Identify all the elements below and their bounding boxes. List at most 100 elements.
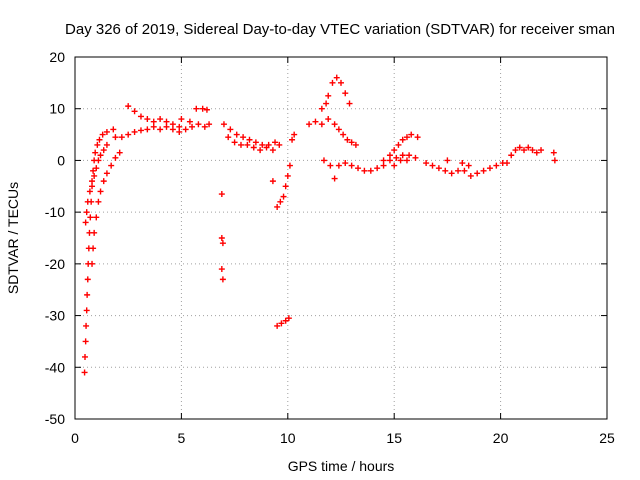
- data-point-marker: [533, 149, 540, 156]
- data-point-marker: [386, 157, 393, 164]
- data-point-marker: [257, 147, 264, 154]
- data-point-marker: [206, 121, 213, 128]
- data-point-marker: [331, 175, 338, 182]
- data-point-marker: [493, 162, 500, 169]
- data-point-marker: [176, 123, 183, 130]
- data-point-marker: [201, 123, 208, 130]
- data-point-marker: [112, 154, 119, 161]
- data-point-marker: [82, 219, 89, 226]
- data-point-marker: [137, 113, 144, 120]
- data-point-marker: [276, 141, 283, 148]
- data-point-marker: [282, 183, 289, 190]
- data-point-marker: [333, 74, 340, 81]
- x-tick-label: 20: [493, 430, 509, 446]
- data-point-marker: [361, 167, 368, 174]
- x-tick-label: 25: [599, 430, 615, 446]
- data-point-marker: [219, 240, 226, 247]
- data-point-marker: [486, 165, 493, 172]
- data-point-marker: [96, 136, 103, 143]
- data-point-marker: [327, 162, 334, 169]
- data-point-marker: [95, 198, 102, 205]
- data-point-marker: [340, 131, 347, 138]
- data-point-marker: [252, 139, 259, 146]
- data-point-marker: [84, 198, 91, 205]
- data-point-marker: [82, 338, 89, 345]
- data-point-marker: [218, 266, 225, 273]
- data-point-marker: [335, 126, 342, 133]
- data-point-marker: [203, 106, 210, 113]
- data-point-marker: [90, 245, 97, 252]
- data-point-marker: [274, 322, 281, 329]
- y-tick-label: -50: [45, 411, 65, 427]
- data-point-marker: [218, 235, 225, 241]
- data-point-marker: [144, 116, 151, 123]
- data-point-marker: [459, 160, 466, 167]
- data-point-marker: [189, 123, 196, 130]
- data-point-marker: [286, 162, 293, 169]
- data-point-marker: [84, 276, 91, 283]
- data-point-marker: [342, 90, 349, 97]
- data-point-marker: [429, 162, 436, 169]
- data-point-marker: [83, 322, 90, 329]
- data-point-marker: [397, 157, 404, 164]
- data-point-marker: [112, 134, 119, 141]
- data-point-marker: [278, 320, 285, 327]
- data-point-marker: [95, 157, 102, 164]
- data-point-marker: [176, 128, 183, 135]
- data-point-marker: [503, 160, 510, 167]
- data-point-marker: [93, 165, 100, 172]
- data-point-marker: [399, 152, 406, 159]
- data-point-marker: [550, 149, 557, 156]
- data-point-marker: [465, 162, 472, 169]
- x-tick-label: 10: [280, 430, 296, 446]
- y-tick-label: -10: [45, 204, 65, 220]
- data-point-marker: [100, 178, 107, 185]
- data-point-marker: [344, 136, 351, 143]
- data-point-marker: [391, 162, 398, 169]
- data-point-marker: [163, 118, 170, 125]
- data-point-marker: [97, 188, 104, 195]
- data-point-marker: [84, 291, 91, 298]
- data-point-marker: [199, 105, 206, 112]
- data-point-marker: [467, 172, 474, 179]
- data-point-marker: [89, 260, 96, 267]
- x-tick-labels: 0 5 10 15 20 25: [71, 430, 615, 446]
- data-point-marker: [269, 147, 276, 154]
- x-tick-label: 5: [178, 430, 186, 446]
- data-point-marker: [103, 170, 110, 177]
- chart-title: Day 326 of 2019, Sidereal Day-to-day VTE…: [65, 21, 615, 38]
- data-point-marker: [144, 126, 151, 133]
- data-point-marker: [93, 214, 100, 221]
- data-point-marker: [521, 147, 528, 154]
- data-point-marker: [348, 139, 355, 146]
- data-point-marker: [291, 131, 298, 138]
- data-point-marker: [246, 136, 253, 143]
- data-point-marker: [516, 144, 523, 151]
- x-tick-label: 0: [71, 430, 79, 446]
- data-point-marker: [91, 172, 98, 179]
- data-point-marker: [444, 157, 451, 164]
- data-point-marker: [346, 100, 353, 107]
- data-point-marker: [169, 121, 176, 128]
- data-point-marker: [280, 193, 287, 200]
- data-point-marker: [233, 131, 240, 138]
- data-point-marker: [403, 157, 410, 164]
- data-point-marker: [306, 121, 313, 128]
- data-point-marker: [474, 170, 481, 177]
- data-point-marker: [125, 131, 132, 138]
- data-point-marker: [338, 79, 344, 86]
- data-point-marker: [289, 136, 296, 143]
- data-point-marker: [386, 152, 393, 159]
- data-point-marker: [282, 317, 289, 324]
- data-point-marker: [82, 353, 89, 360]
- data-point-marker: [263, 144, 270, 151]
- data-point-marker: [186, 118, 193, 125]
- data-point-marker: [231, 139, 238, 146]
- data-point-marker: [318, 121, 325, 128]
- data-point-marker: [195, 121, 202, 128]
- data-point-marker: [325, 116, 332, 123]
- data-point-marker: [131, 108, 138, 115]
- data-point-marker: [320, 157, 327, 164]
- data-point-marker: [393, 154, 400, 161]
- y-tick-label: 0: [57, 152, 65, 168]
